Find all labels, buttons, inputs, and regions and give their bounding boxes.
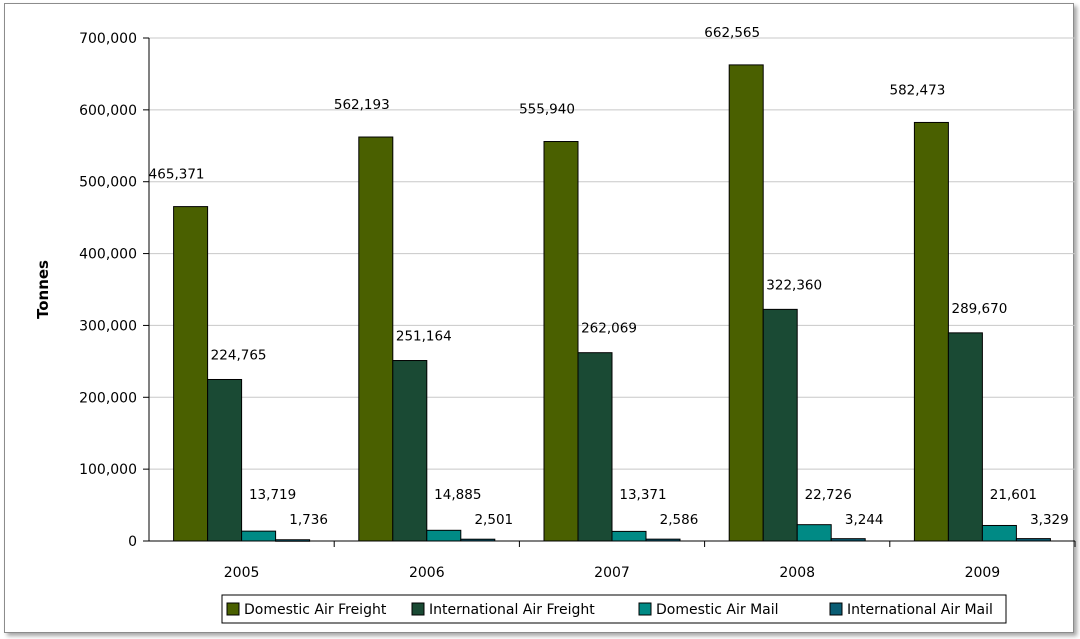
legend-swatch xyxy=(226,602,240,616)
legend-box xyxy=(221,594,1007,624)
bar xyxy=(241,530,277,542)
bar xyxy=(762,308,798,542)
bar xyxy=(728,64,764,542)
x-tick-label: 2005 xyxy=(224,565,260,581)
data-label: 1,736 xyxy=(289,512,328,528)
data-label: 22,726 xyxy=(805,487,852,503)
y-tick-label: 0 xyxy=(128,534,137,550)
bar xyxy=(358,136,394,542)
bar xyxy=(275,539,311,542)
legend-label: International Air Mail xyxy=(847,602,993,618)
data-label: 262,069 xyxy=(581,321,637,337)
legend-label: Domestic Air Freight xyxy=(244,602,387,618)
legend-label: Domestic Air Mail xyxy=(656,602,779,618)
y-tick-label: 600,000 xyxy=(79,103,137,119)
data-label: 555,940 xyxy=(519,102,575,118)
legend-swatch xyxy=(829,602,843,616)
bar xyxy=(1015,538,1051,542)
bar xyxy=(830,538,866,542)
bar xyxy=(577,352,613,542)
y-tick-label: 200,000 xyxy=(79,390,137,406)
data-label: 582,473 xyxy=(889,82,945,98)
data-label: 322,360 xyxy=(766,277,822,293)
bar xyxy=(645,538,681,542)
bar xyxy=(207,378,243,542)
y-tick-label: 100,000 xyxy=(79,462,137,478)
bar xyxy=(173,206,209,542)
bar xyxy=(460,538,496,542)
y-tick-label: 400,000 xyxy=(79,247,137,263)
data-label: 465,371 xyxy=(149,167,205,183)
data-label: 3,329 xyxy=(1030,512,1069,528)
data-label: 662,565 xyxy=(704,25,760,41)
x-tick-label: 2006 xyxy=(409,565,445,581)
bar xyxy=(426,529,462,542)
data-label: 3,244 xyxy=(845,512,884,528)
data-label: 13,371 xyxy=(619,487,666,503)
y-tick-label: 500,000 xyxy=(79,175,137,191)
data-label: 14,885 xyxy=(434,487,481,503)
bar xyxy=(796,524,832,542)
bar xyxy=(913,121,949,542)
y-tick-label: 300,000 xyxy=(79,318,137,334)
data-label: 251,164 xyxy=(396,329,452,345)
data-label: 289,670 xyxy=(951,301,1007,317)
legend-swatch xyxy=(411,602,425,616)
bar xyxy=(947,332,983,542)
data-label: 2,501 xyxy=(474,512,513,528)
x-tick-label: 2008 xyxy=(779,565,815,581)
y-tick-label: 700,000 xyxy=(79,31,137,47)
data-label: 21,601 xyxy=(990,487,1037,503)
data-label: 2,586 xyxy=(660,512,699,528)
data-label: 562,193 xyxy=(334,97,390,113)
bar xyxy=(392,360,428,542)
x-tick-label: 2007 xyxy=(594,565,630,581)
legend-swatch xyxy=(638,602,652,616)
bar xyxy=(543,141,579,542)
x-tick-label: 2009 xyxy=(965,565,1001,581)
legend-label: International Air Freight xyxy=(429,602,595,618)
y-axis-title: Tonnes xyxy=(34,260,52,319)
data-label: 13,719 xyxy=(249,487,296,503)
bar xyxy=(981,524,1017,542)
data-label: 224,765 xyxy=(211,347,267,363)
bar xyxy=(611,530,647,542)
